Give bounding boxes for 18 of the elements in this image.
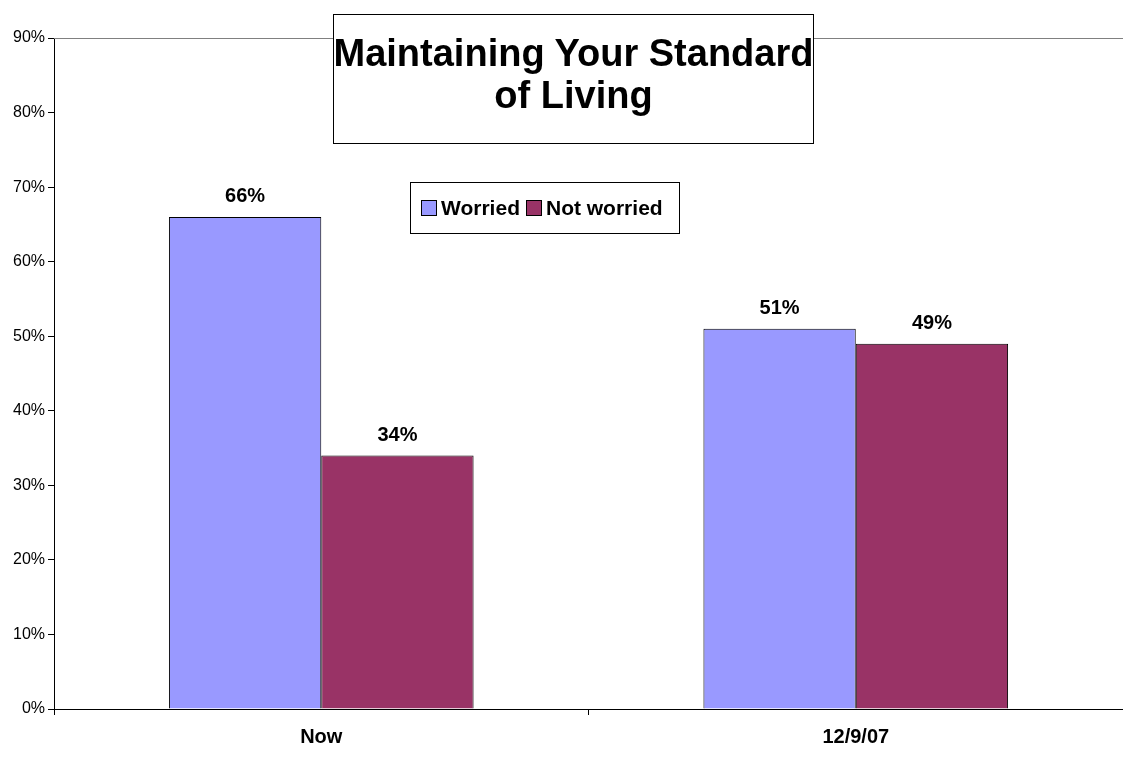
y-tick-label: 50% (12, 326, 46, 344)
y-tick-label: 60% (12, 252, 46, 270)
legend-label: Worried (441, 196, 520, 220)
y-tick-label: 40% (12, 401, 46, 419)
y-tick-label: 20% (12, 550, 46, 568)
y-tick-label: 30% (12, 475, 46, 493)
y-tick-label: 0% (21, 699, 46, 717)
text: 49% (911, 311, 952, 334)
x-tick-label: 12/9/07 (822, 724, 890, 747)
y-tick-label: 90% (12, 28, 46, 46)
text: 66% (225, 184, 266, 207)
y-tick-label: 70% (12, 177, 46, 195)
y-tick-label: 80% (12, 102, 46, 120)
text: 34% (377, 423, 418, 446)
text: 51% (759, 296, 800, 319)
legend-label: Not worried (545, 196, 663, 220)
y-tick-label: 10% (12, 624, 46, 642)
x-tick-label: Now (300, 724, 343, 747)
